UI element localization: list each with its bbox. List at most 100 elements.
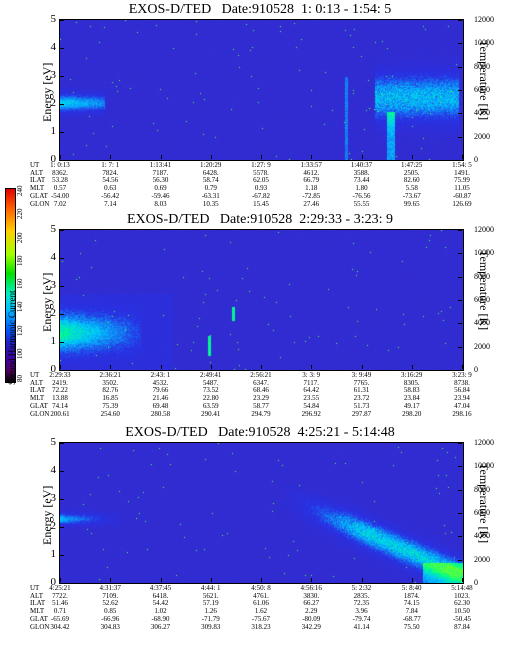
temperature-tick [458, 20, 462, 21]
temperature-tick [458, 300, 462, 301]
temperature-tick-label: 8000 [474, 271, 490, 281]
orbit-table-cell: 3588. [353, 168, 370, 177]
energy-tick-label: 1 [50, 335, 57, 347]
orbit-table-cell: 1:13:41 [149, 161, 172, 169]
time-tick [160, 365, 162, 369]
orbit-table-column: 1:27: 9 5578. 62.05 0.93 -67.82 15.45 [241, 161, 281, 208]
orbit-table-cell: 4:37:45 [149, 584, 172, 592]
energy-tick [60, 370, 64, 371]
orbit-table-column: 5:14:48 1023. 62.30 10.50 -50.45 87.84 [442, 584, 482, 631]
orbit-table-cell: 79.66 [152, 386, 169, 395]
time-tick [361, 578, 363, 582]
orbit-table-cell: 87.84 [454, 622, 470, 631]
temperature-tick-label: 4000 [474, 531, 490, 541]
time-tick [210, 578, 212, 582]
orbit-table-cell: 1.02 [154, 607, 167, 616]
energy-tick [60, 499, 64, 500]
temperature-tick-label: 10000 [474, 248, 494, 258]
orbit-table-cell: 51.73 [353, 401, 370, 410]
colorbar-tick-label: 120 [16, 325, 24, 336]
orbit-table-cell: 5621. [202, 591, 219, 600]
orbit-table-cell: 61.31 [353, 386, 370, 395]
orbit-table-cell: -65.69 [50, 614, 70, 623]
orbit-table-cell: 126.69 [452, 199, 472, 208]
orbit-table-cell: -68.90 [151, 614, 170, 623]
orbit-table-cell: 62.05 [253, 176, 269, 185]
orbit-table-cell: -56.42 [101, 191, 120, 200]
orbit-table-cell: 306.27 [150, 622, 171, 631]
orbit-table-cell: 2:36:21 [99, 371, 121, 379]
orbit-table-cell: 200.61 [50, 409, 70, 418]
energy-tick [60, 132, 64, 133]
colorbar-tick-label: 180 [16, 255, 24, 266]
orbit-table-cell: 7824. [102, 168, 119, 177]
orbit-table-cell: 73.52 [202, 386, 219, 395]
time-tick [210, 155, 212, 159]
orbit-table-cell: -54.00 [50, 191, 70, 200]
colorbar [5, 188, 16, 383]
orbit-table-cell: 5: 8:40 [401, 584, 422, 592]
orbit-table-cell: 58.77 [253, 401, 269, 410]
spectrogram-image [60, 443, 463, 583]
orbit-table-row-name: ALT [30, 168, 43, 177]
orbit-table-cell: 1: 7: 1 [101, 161, 120, 169]
spectrogram-plot [60, 230, 463, 370]
orbit-table-cell: 4:56:16 [300, 584, 322, 592]
temperature-tick-label: 4000 [474, 318, 490, 328]
orbit-table-cell: 1.80 [355, 184, 368, 193]
orbit-table-row-name: ILAT [30, 176, 46, 185]
orbit-table-column: 2:56:21 6347. 68.46 23.29 58.77 294.79 [241, 371, 281, 418]
panel-title: EXOS-D/TED Date:910528 1: 0:13 - 1:54: 5 [128, 2, 392, 17]
energy-tick [60, 230, 64, 231]
orbit-table-row-names: UT ALT ILAT MLT GLAT GLON [30, 371, 49, 418]
energy-tick [60, 314, 64, 315]
orbit-table-cell: 58.74 [202, 176, 219, 185]
orbit-table-cell: 5.58 [405, 184, 418, 193]
orbit-table-cell: 1491. [454, 168, 470, 177]
orbit-table-cell: 6418. [152, 591, 169, 600]
energy-tick-label: 0 [50, 363, 57, 375]
orbit-table-cell: 309.83 [201, 622, 221, 631]
orbit-table-cell: 57.19 [202, 599, 219, 608]
orbit-table-cell: 1.62 [254, 607, 268, 616]
time-tick [261, 365, 262, 369]
orbit-table-cell: 3:23: 9 [452, 371, 472, 379]
orbit-table-cell: -60.87 [452, 191, 472, 200]
orbit-table-cell: 54.56 [102, 176, 119, 185]
energy-tick [60, 76, 64, 77]
energy-tick [60, 443, 64, 444]
temperature-tick-label: 6000 [474, 295, 490, 304]
orbit-table-cell: 280.58 [150, 409, 171, 418]
temperature-tick [458, 370, 462, 371]
temperature-tick [458, 323, 462, 325]
orbit-table-row-name: ALT [30, 591, 43, 600]
orbit-table-row-name: MLT [30, 184, 45, 193]
orbit-table-cell: 61.06 [253, 599, 269, 608]
orbit-table-cell: 7.02 [53, 199, 67, 208]
temperature-tick-label: 2000 [474, 341, 490, 351]
orbit-table-cell: 304.83 [100, 622, 120, 631]
energy-tick [60, 471, 64, 472]
orbit-table-cell: 297.87 [351, 409, 372, 418]
orbit-table-column: 1: 7: 1 7824. 54.56 0.63 -56.42 7.14 [90, 161, 130, 208]
colorbar-tick-label: 100 [16, 348, 24, 359]
orbit-table-cell: 0.79 [204, 184, 217, 193]
orbit-table-cell: 23.84 [403, 394, 420, 403]
orbit-table-cell: 23.72 [353, 394, 370, 403]
colorbar-tick-label: 220 [16, 208, 24, 220]
orbit-table-cell: 23.94 [454, 394, 470, 403]
orbit-table-cell: 75.39 [102, 401, 119, 410]
orbit-table-cell: 2:56:21 [250, 371, 272, 379]
orbit-table-cell: 10.50 [454, 607, 470, 616]
orbit-table-cell: 7.84 [405, 607, 418, 616]
energy-tick-label: 2 [50, 520, 57, 532]
orbit-table-cell: 4761. [253, 591, 269, 600]
time-tick [60, 365, 61, 369]
orbit-table-cell: 66.79 [303, 176, 320, 185]
colorbar-tick-label: 240 [16, 185, 24, 197]
time-tick [462, 365, 463, 369]
orbit-table-cell: -80.09 [302, 614, 321, 623]
orbit-table-cell: 4532. [152, 378, 169, 387]
orbit-table-cell: -76.56 [352, 191, 371, 200]
temperature-tick-label: 12000 [474, 225, 494, 234]
